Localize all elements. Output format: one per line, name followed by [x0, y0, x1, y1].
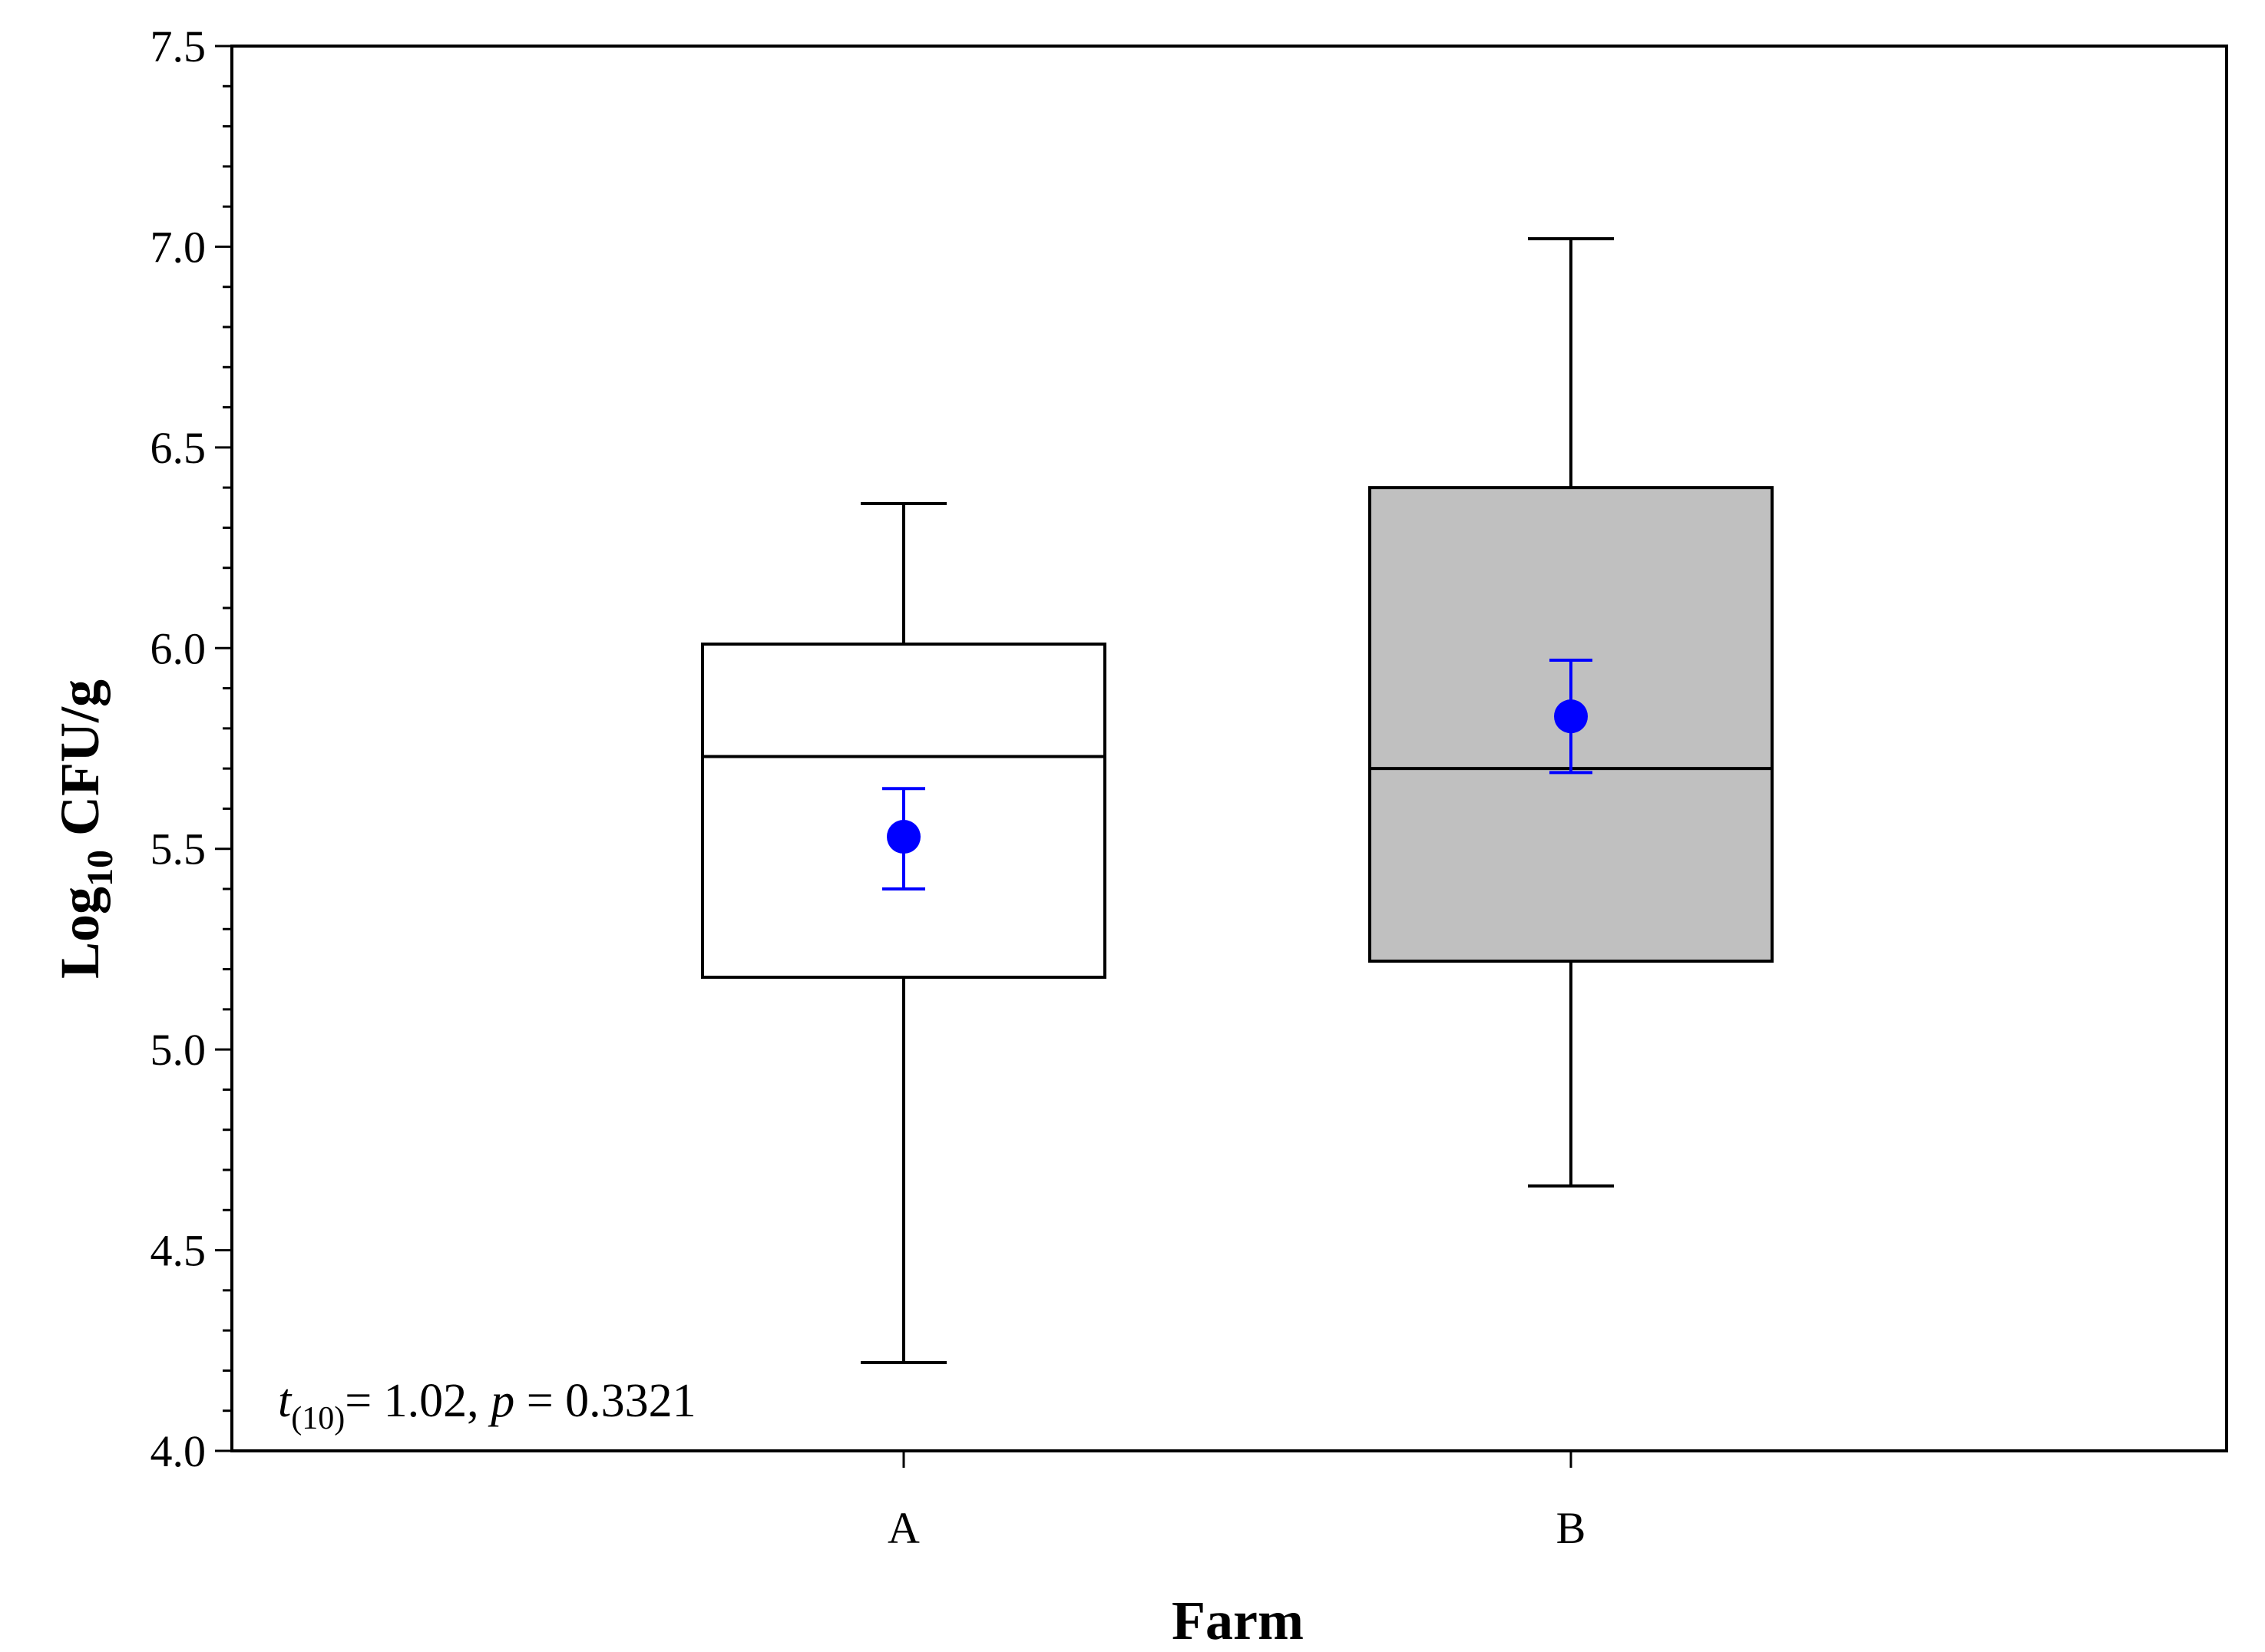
mean-marker [887, 820, 921, 854]
annotation-pval: = 0.3321 [514, 1375, 696, 1427]
annotation-df: (10) [291, 1401, 345, 1436]
plot-layer: 4.0 4.5 5.0 5.5 6.0 6.5 7.0 7.5 A B [150, 21, 2228, 1553]
y-axis-title-subscript: 10 [80, 850, 121, 887]
y-tick-label: 4.5 [150, 1226, 207, 1276]
y-axis-title-base: Log [49, 887, 111, 979]
x-tick-label: B [1556, 1503, 1586, 1553]
x-tick-label: A [888, 1503, 920, 1553]
y-tick-label: 5.0 [150, 1025, 207, 1075]
y-tick-label: 6.5 [150, 423, 207, 473]
y-axis-title: Log10 CFU/g [49, 679, 121, 979]
plot-frame [230, 45, 2228, 1452]
y-tick-label: 7.0 [150, 222, 207, 272]
mean-marker [1554, 699, 1588, 734]
y-tick-label: 6.0 [150, 623, 207, 673]
stat-annotation: t(10)= 1.02, p = 0.3321 [278, 1375, 696, 1436]
x-axis-title: Farm [1172, 1590, 1304, 1651]
annotation-stat: = 1.02, [345, 1375, 491, 1427]
y-tick-label: 7.5 [150, 21, 207, 71]
y-tick-label: 4.0 [150, 1426, 207, 1476]
y-tick-label: 5.5 [150, 824, 207, 874]
annotation-p: p [488, 1375, 514, 1427]
annotation-t: t [278, 1375, 293, 1427]
y-axis-title-rest: CFU/g [49, 679, 111, 850]
